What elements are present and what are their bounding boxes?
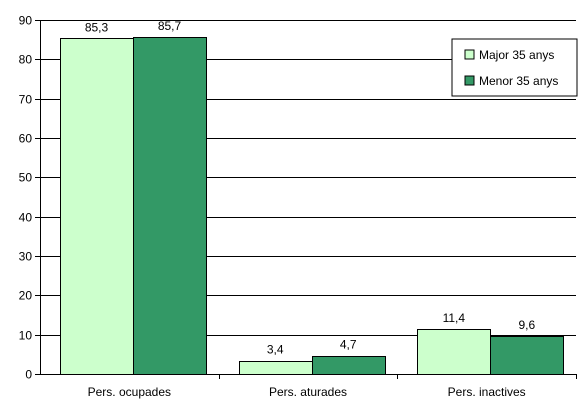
y-tick-labels: 0 10 20 30 40 50 60 70 80 90 [19, 14, 33, 382]
category-label: Pers. aturades [269, 385, 347, 399]
y-tick-label: 90 [19, 14, 33, 28]
y-tick-label: 50 [19, 171, 33, 185]
legend-label-menor: Menor 35 anys [479, 74, 558, 88]
x-category-labels: Pers. ocupades Pers. aturades Pers. inacti… [88, 385, 526, 399]
y-tick-label: 70 [19, 93, 33, 107]
legend-swatch-major [464, 49, 475, 60]
data-labels: 85,3 85,7 3,4 4,7 11,4 9,6 [85, 19, 536, 357]
data-label: 4,7 [340, 338, 357, 352]
bar-menor-0 [133, 37, 207, 375]
y-tick-label: 20 [19, 289, 33, 303]
y-tick-label: 60 [19, 132, 33, 146]
bar-major-1 [239, 361, 313, 375]
data-label: 85,3 [85, 20, 109, 34]
data-label: 9,6 [518, 318, 535, 332]
y-tick-label: 40 [19, 211, 33, 225]
bar-major-0 [60, 38, 134, 375]
axes [35, 20, 577, 379]
bar-menor-1 [312, 356, 386, 375]
legend: Major 35 anys Menor 35 anys [451, 38, 578, 97]
data-label: 85,7 [158, 19, 182, 33]
legend-box [451, 38, 578, 97]
data-label: 3,4 [267, 343, 284, 357]
category-label: Pers. ocupades [88, 385, 171, 399]
data-label: 11,4 [443, 311, 466, 325]
y-tick-label: 30 [19, 250, 33, 264]
bar-menor-2 [490, 336, 564, 375]
category-label: Pers. inactives [448, 385, 526, 399]
y-tick-label: 10 [19, 329, 33, 343]
legend-label-major: Major 35 anys [479, 48, 554, 62]
bar-major-2 [417, 329, 491, 375]
legend-swatch-menor [464, 75, 475, 86]
y-tick-label: 0 [25, 368, 32, 382]
y-tick-label: 80 [19, 53, 33, 67]
bars [60, 37, 564, 375]
